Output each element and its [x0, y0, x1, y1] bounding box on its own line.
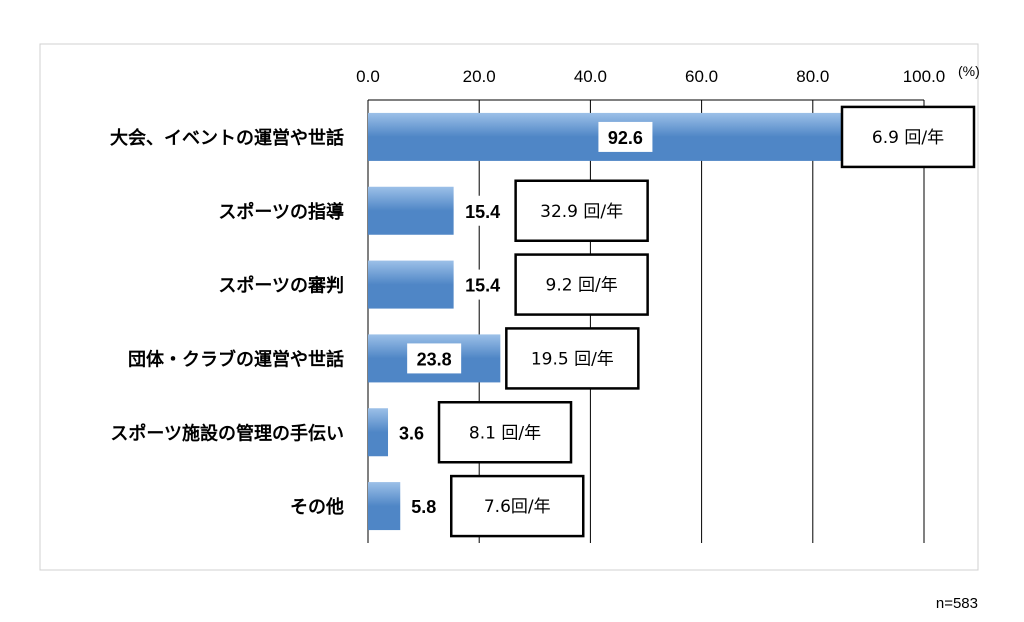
value-label-bg	[390, 417, 434, 448]
frequency-box	[449, 474, 585, 538]
bar	[368, 482, 401, 531]
labels: 0.0 20.0 40.0 60.0 80.0 100.0 大会、イベントの運営や世話 92.…	[110, 67, 976, 538]
frequency-label: 9.2 回/年	[546, 276, 618, 296]
x-axis-unit-label: (%)	[958, 63, 980, 79]
x-tick-label: 20.0	[463, 67, 496, 86]
value-label-bg	[455, 269, 510, 300]
category-label: 大会、イベントの運営や世話	[110, 127, 344, 149]
category-label: スポーツの指導	[218, 201, 344, 223]
category-label: 団体・クラブの運営や世話	[128, 348, 344, 370]
frequency-label: 7.6回/年	[484, 497, 551, 517]
frequency-box	[514, 253, 649, 316]
frequency-box	[505, 327, 640, 390]
sample-size-note: n=583	[936, 595, 978, 612]
x-tick-label: 60.0	[685, 67, 718, 86]
value-label-bg	[598, 121, 653, 152]
value-label: 92.6	[608, 128, 643, 148]
gridlines	[367, 99, 925, 543]
value-label: 3.6	[399, 423, 424, 443]
value-label: 15.4	[465, 276, 500, 296]
frequency-box	[840, 105, 976, 169]
category-label: スポーツの審判	[218, 275, 344, 297]
value-label: 15.4	[465, 202, 500, 222]
value-label: 23.8	[417, 349, 452, 369]
frequency-label: 32.9 回/年	[540, 202, 623, 222]
frequency-label: 6.9 回/年	[872, 128, 944, 148]
value-label-bg	[407, 343, 462, 374]
bar	[368, 186, 454, 235]
x-tick-label: 0.0	[356, 67, 380, 86]
value-label-bg	[455, 195, 510, 226]
category-label: その他	[290, 496, 344, 518]
frequency-label: 19.5 回/年	[531, 349, 614, 369]
frequency-label: 8.1 回/年	[469, 423, 541, 443]
value-label: 5.8	[411, 497, 436, 517]
x-tick-label: 40.0	[574, 67, 607, 86]
bar	[368, 260, 454, 309]
x-tick-label: 100.0	[903, 67, 946, 86]
frequency-box	[437, 401, 573, 464]
category-label: スポーツ施設の管理の手伝い	[110, 422, 344, 444]
bar	[368, 408, 389, 457]
frequency-box	[514, 179, 649, 242]
value-label-bg	[402, 491, 446, 522]
x-tick-label: 80.0	[796, 67, 829, 86]
